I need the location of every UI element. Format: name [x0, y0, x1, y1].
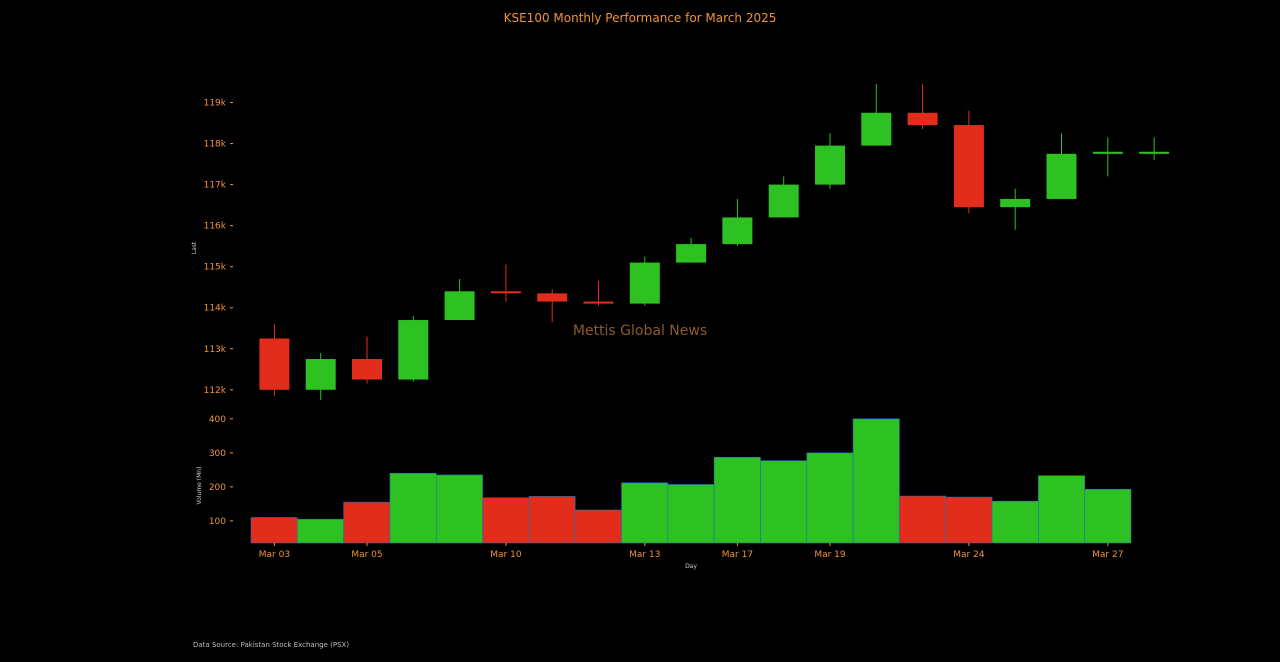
volume-bar [250, 517, 298, 544]
data-source-note: Data Source: Pakistan Stock Exchange (PS… [193, 641, 350, 649]
candle-body [537, 293, 568, 302]
volume-bar [297, 518, 344, 544]
x-axis-label: Day [685, 563, 697, 570]
price-ytick-label: 115k [204, 263, 227, 273]
watermark-text: Mettis Global News [573, 323, 707, 339]
x-tick-label: Mar 27 [1092, 550, 1123, 560]
volume-axis-label: Volume (Mn) [196, 467, 203, 505]
price-ytick-label: 114k [204, 304, 227, 314]
candle-body [1046, 153, 1077, 199]
candle-body [398, 320, 429, 380]
price-axis-label: Last [191, 241, 198, 254]
x-tick-label: Mar 19 [814, 550, 846, 560]
price-ytick-label: 118k [204, 140, 227, 150]
candle-body [490, 291, 521, 294]
candle-body [259, 338, 290, 390]
x-tick-label: Mar 24 [953, 550, 985, 560]
volume-bar [1038, 475, 1085, 544]
price-ytick-label: 113k [204, 345, 227, 355]
volume-ytick-label: 300 [209, 449, 226, 459]
price-ytick-label: 116k [204, 222, 227, 232]
chart-title: KSE100 Monthly Performance for March 202… [503, 11, 777, 25]
volume-bar [713, 456, 761, 544]
volume-bar [852, 418, 900, 544]
x-tick-label: Mar 17 [722, 550, 753, 560]
candle-body [953, 125, 984, 208]
candle-body [583, 301, 614, 304]
candle-body [722, 217, 753, 245]
candle-body [768, 184, 799, 218]
volume-bar [667, 484, 715, 544]
candle-body [907, 112, 938, 126]
volume-bar [435, 474, 483, 544]
volume-bar [621, 482, 669, 544]
volume-ytick-label: 400 [209, 415, 226, 425]
volume-bar [760, 460, 808, 544]
volume-ytick-label: 200 [209, 483, 226, 493]
volume-bar [899, 495, 947, 544]
volume-bar [343, 501, 391, 544]
volume-bar [991, 500, 1039, 544]
volume-bar [945, 496, 993, 544]
candle-body [305, 359, 336, 390]
candle-body [444, 291, 475, 321]
candle-body [1000, 198, 1031, 208]
volume-bar [806, 452, 854, 544]
candle-body [676, 244, 707, 263]
volume-bar [574, 509, 622, 544]
volume-ytick-label: 100 [209, 517, 226, 527]
x-tick-label: Mar 03 [259, 550, 290, 560]
candle-body [1139, 151, 1170, 154]
x-tick-label: Mar 13 [629, 550, 660, 560]
candle-body [352, 359, 382, 380]
volume-bar [528, 496, 576, 544]
volume-bar [1084, 488, 1132, 544]
volume-bar [482, 497, 530, 544]
x-tick-label: Mar 10 [490, 550, 522, 560]
price-ytick-label: 119k [204, 99, 227, 109]
candle-body [629, 262, 660, 304]
price-ytick-label: 112k [204, 386, 227, 396]
candle-body [861, 112, 892, 146]
volume-bar [389, 472, 437, 544]
candle-body [1092, 151, 1123, 154]
x-tick-label: Mar 05 [351, 550, 382, 560]
price-ytick-label: 117k [204, 181, 227, 191]
candle-body [815, 145, 845, 185]
